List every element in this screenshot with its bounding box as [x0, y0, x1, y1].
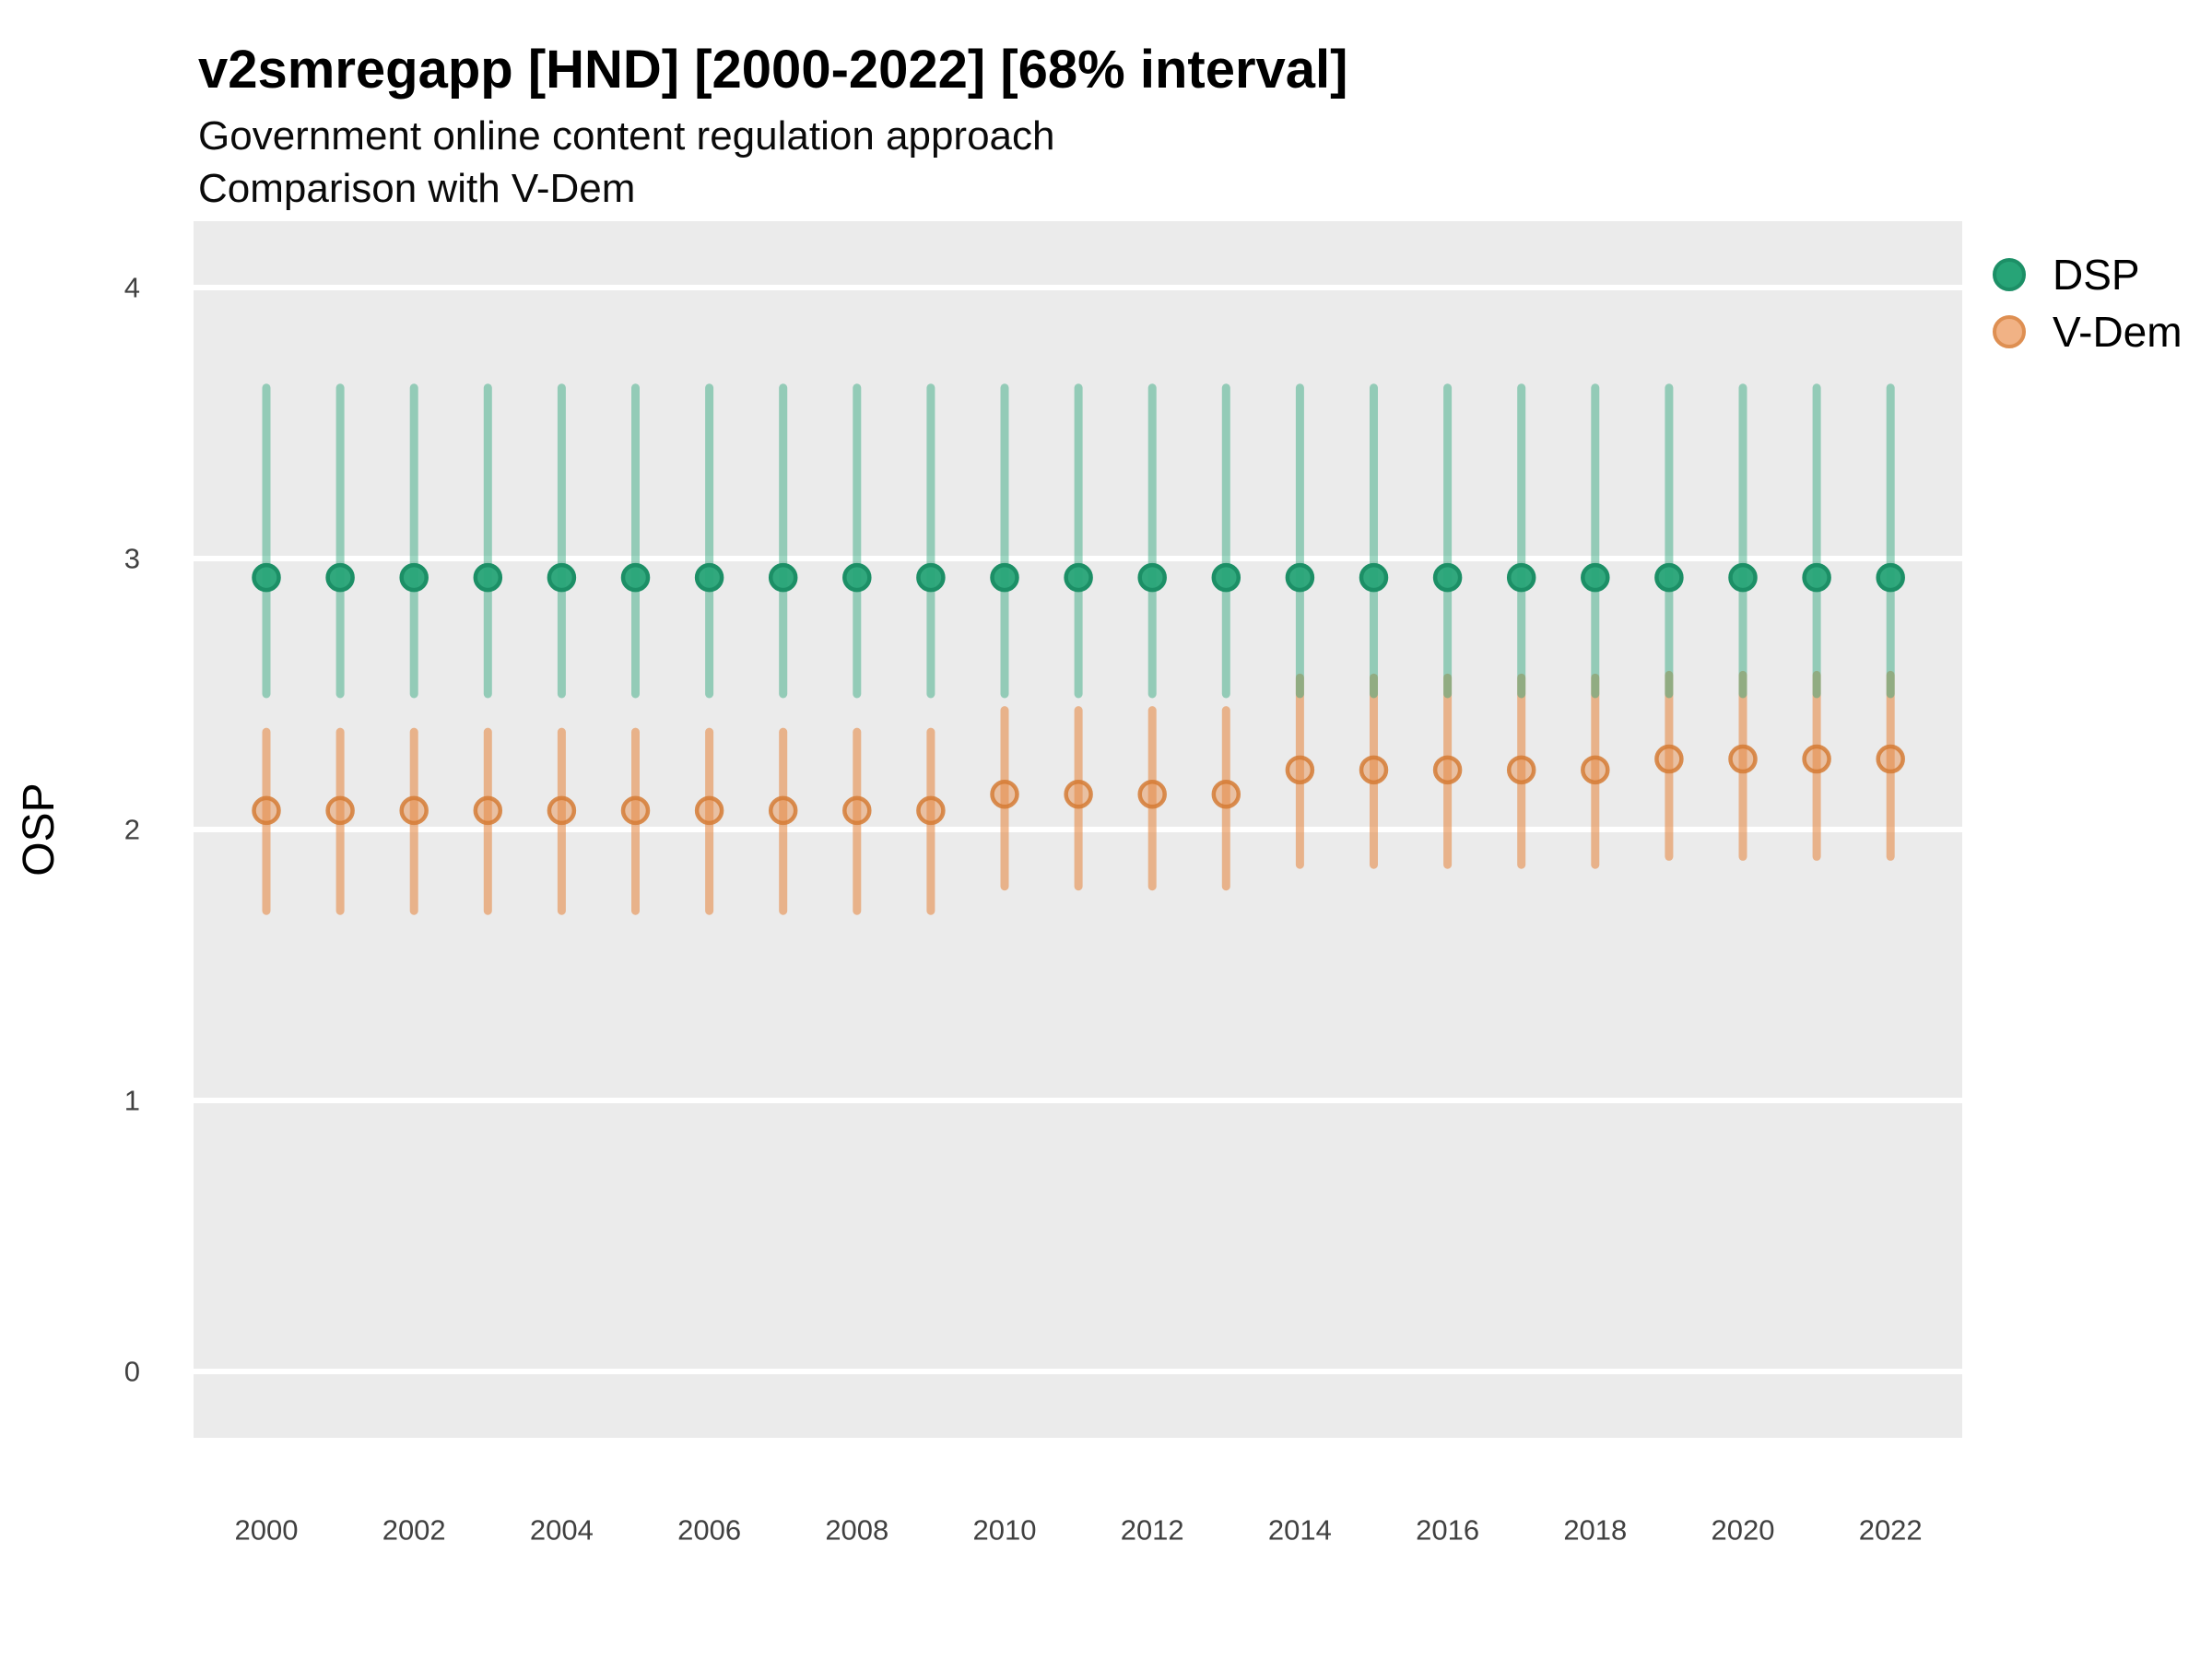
- dsp-point: [1064, 562, 1093, 593]
- y-tick-label: 4: [124, 272, 140, 304]
- x-tick-label: 2008: [825, 1514, 888, 1547]
- dsp-point: [1211, 562, 1241, 593]
- y-tick-label: 2: [124, 814, 140, 846]
- chart-title: v2smregapp [HND] [2000-2022] [68% interv…: [198, 40, 1347, 100]
- dsp-point: [1285, 562, 1315, 593]
- dsp-point: [1728, 562, 1758, 593]
- y-axis-title: OSP: [15, 782, 64, 876]
- vdem-point: [1064, 780, 1093, 809]
- vdem-point: [768, 795, 798, 826]
- vdem-point: [325, 795, 355, 826]
- vdem-point: [473, 795, 503, 826]
- dsp-point: [1654, 562, 1684, 593]
- vdem-point: [1506, 755, 1536, 785]
- dsp-point: [252, 562, 281, 593]
- vdem-point: [1802, 744, 1831, 774]
- vdem-point: [399, 795, 429, 826]
- vdem-point: [252, 795, 281, 826]
- x-tick-label: 2006: [677, 1514, 741, 1547]
- dsp-point: [768, 562, 798, 593]
- dsp-point: [325, 562, 355, 593]
- vdem-point: [842, 795, 872, 826]
- dsp-point: [399, 562, 429, 593]
- x-tick-label: 2022: [1859, 1514, 1923, 1547]
- dsp-point: [842, 562, 872, 593]
- x-axis-tick-labels: 2000 2002 2004 2006 2008 2010 2012 2014 2016 2018…: [235, 1514, 1923, 1547]
- x-tick-label: 2000: [235, 1514, 299, 1547]
- x-tick-label: 2014: [1268, 1514, 1332, 1547]
- chart-subtitle-line2: Comparison with V-Dem: [198, 166, 635, 211]
- vdem-point: [1359, 755, 1389, 785]
- vdem-point: [620, 795, 651, 826]
- chart-subtitle-line1: Government online content regulation app…: [198, 113, 1055, 159]
- vdem-point: [1728, 744, 1758, 774]
- legend-label-vdem: V-Dem: [2053, 308, 2183, 356]
- x-tick-label: 2020: [1712, 1514, 1775, 1547]
- dsp-point: [1137, 562, 1167, 593]
- dsp-point: [1802, 562, 1831, 593]
- x-tick-label: 2010: [973, 1514, 1037, 1547]
- vdem-point: [1285, 755, 1315, 785]
- legend-swatch-dsp-icon: [1993, 258, 2026, 291]
- dsp-point: [916, 562, 946, 593]
- vdem-point: [1581, 755, 1610, 785]
- dsp-point: [547, 562, 577, 593]
- dsp-point: [473, 562, 503, 593]
- x-tick-label: 2012: [1121, 1514, 1184, 1547]
- dsp-point: [1876, 562, 1905, 593]
- vdem-point: [1137, 780, 1167, 809]
- y-tick-label: 0: [124, 1356, 140, 1388]
- dsp-point: [694, 562, 724, 593]
- vdem-point: [1432, 755, 1463, 785]
- legend-label-dsp: DSP: [2053, 251, 2140, 299]
- vdem-point: [547, 795, 577, 826]
- dsp-point: [620, 562, 651, 593]
- dsp-point: [990, 562, 1019, 593]
- x-tick-label: 2018: [1563, 1514, 1627, 1547]
- vdem-point: [990, 780, 1019, 809]
- x-tick-label: 2004: [530, 1514, 594, 1547]
- y-axis-tick-labels: 0 1 2 3 4: [124, 272, 140, 1388]
- data-marks: [252, 383, 1905, 915]
- vdem-point: [1876, 744, 1905, 774]
- legend: DSP V-Dem: [1993, 251, 2183, 356]
- vdem-point: [916, 795, 946, 826]
- x-tick-label: 2016: [1416, 1514, 1479, 1547]
- dsp-point: [1581, 562, 1610, 593]
- vdem-point: [694, 795, 724, 826]
- dsp-point: [1432, 562, 1463, 593]
- dsp-point: [1359, 562, 1389, 593]
- y-tick-label: 1: [124, 1085, 140, 1117]
- x-tick-label: 2002: [382, 1514, 446, 1547]
- legend-swatch-vdem-icon: [1993, 315, 2026, 348]
- dsp-point: [1506, 562, 1536, 593]
- vdem-point: [1211, 780, 1241, 809]
- y-tick-label: 3: [124, 543, 140, 575]
- vdem-point: [1654, 744, 1684, 774]
